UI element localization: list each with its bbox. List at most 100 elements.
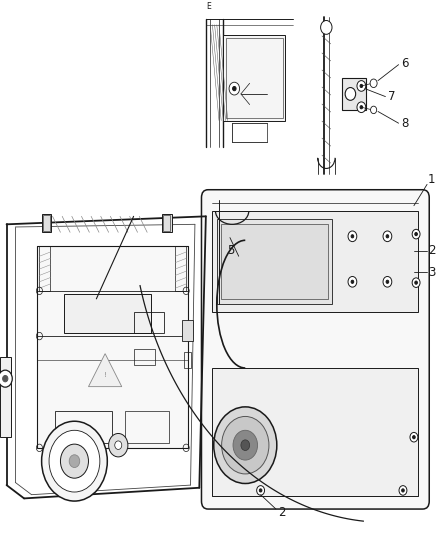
Bar [125,410,169,442]
Circle shape [257,486,265,495]
Circle shape [280,480,284,485]
Circle shape [348,480,352,485]
Circle shape [386,398,390,403]
Bar [223,35,285,120]
Circle shape [328,445,332,450]
Circle shape [261,398,265,403]
Circle shape [351,280,354,284]
Circle shape [396,422,400,426]
Circle shape [348,386,352,391]
Circle shape [357,433,361,438]
Bar [134,350,155,365]
Circle shape [406,480,410,485]
Circle shape [319,386,322,391]
Circle shape [357,469,361,473]
Circle shape [270,457,274,462]
Circle shape [386,386,390,391]
Circle shape [328,410,332,415]
Circle shape [290,422,293,426]
Circle shape [376,410,381,415]
Circle shape [270,386,274,391]
Circle shape [290,386,293,391]
Circle shape [309,410,313,415]
Circle shape [348,445,352,450]
Circle shape [376,375,381,379]
Circle shape [300,375,304,379]
Circle shape [261,469,265,473]
Text: E: E [206,3,211,11]
Circle shape [386,445,390,450]
Circle shape [280,398,284,403]
Bar [162,214,172,232]
Circle shape [406,410,410,415]
Circle shape [396,457,400,462]
Circle shape [309,469,313,473]
Circle shape [348,410,352,415]
Circle shape [357,80,366,91]
Circle shape [328,457,332,462]
Text: 2: 2 [428,245,435,257]
Circle shape [280,386,284,391]
Circle shape [309,422,313,426]
Circle shape [386,375,390,379]
Circle shape [321,20,332,34]
Circle shape [290,469,293,473]
Circle shape [367,480,371,485]
Text: 7: 7 [388,90,395,103]
Circle shape [383,231,392,241]
Circle shape [338,386,342,391]
Circle shape [348,433,352,438]
Circle shape [109,433,128,457]
Circle shape [415,281,417,284]
Circle shape [396,469,400,473]
Circle shape [371,106,377,114]
Circle shape [42,421,107,501]
Circle shape [280,445,284,450]
Circle shape [319,480,322,485]
Circle shape [376,422,381,426]
Text: !: ! [104,372,106,378]
Circle shape [261,445,265,450]
Circle shape [290,480,293,485]
Circle shape [280,422,284,426]
Circle shape [270,375,274,379]
Bar [55,410,112,442]
Text: 2: 2 [278,506,286,519]
Circle shape [300,422,304,426]
Circle shape [290,375,293,379]
Circle shape [386,469,390,473]
Text: 1: 1 [428,173,435,185]
Circle shape [348,457,352,462]
Circle shape [376,469,381,473]
Circle shape [300,457,304,462]
Circle shape [406,398,410,403]
Circle shape [328,433,332,438]
Circle shape [319,445,322,450]
Circle shape [280,375,284,379]
Circle shape [69,455,80,467]
Circle shape [300,398,304,403]
Circle shape [270,445,274,450]
Circle shape [410,432,418,442]
Circle shape [396,433,400,438]
Circle shape [367,422,371,426]
Circle shape [338,480,342,485]
Circle shape [261,457,265,462]
Circle shape [376,398,381,403]
Circle shape [229,82,240,95]
Circle shape [328,386,332,391]
Circle shape [348,469,352,473]
Circle shape [241,440,250,450]
Bar [64,294,151,334]
Circle shape [370,79,377,87]
Circle shape [328,469,332,473]
Circle shape [357,457,361,462]
Circle shape [402,489,404,492]
Circle shape [367,386,371,391]
Circle shape [386,235,389,238]
Circle shape [338,457,342,462]
Circle shape [367,445,371,450]
Circle shape [338,375,342,379]
Circle shape [60,444,88,478]
FancyBboxPatch shape [201,190,429,509]
